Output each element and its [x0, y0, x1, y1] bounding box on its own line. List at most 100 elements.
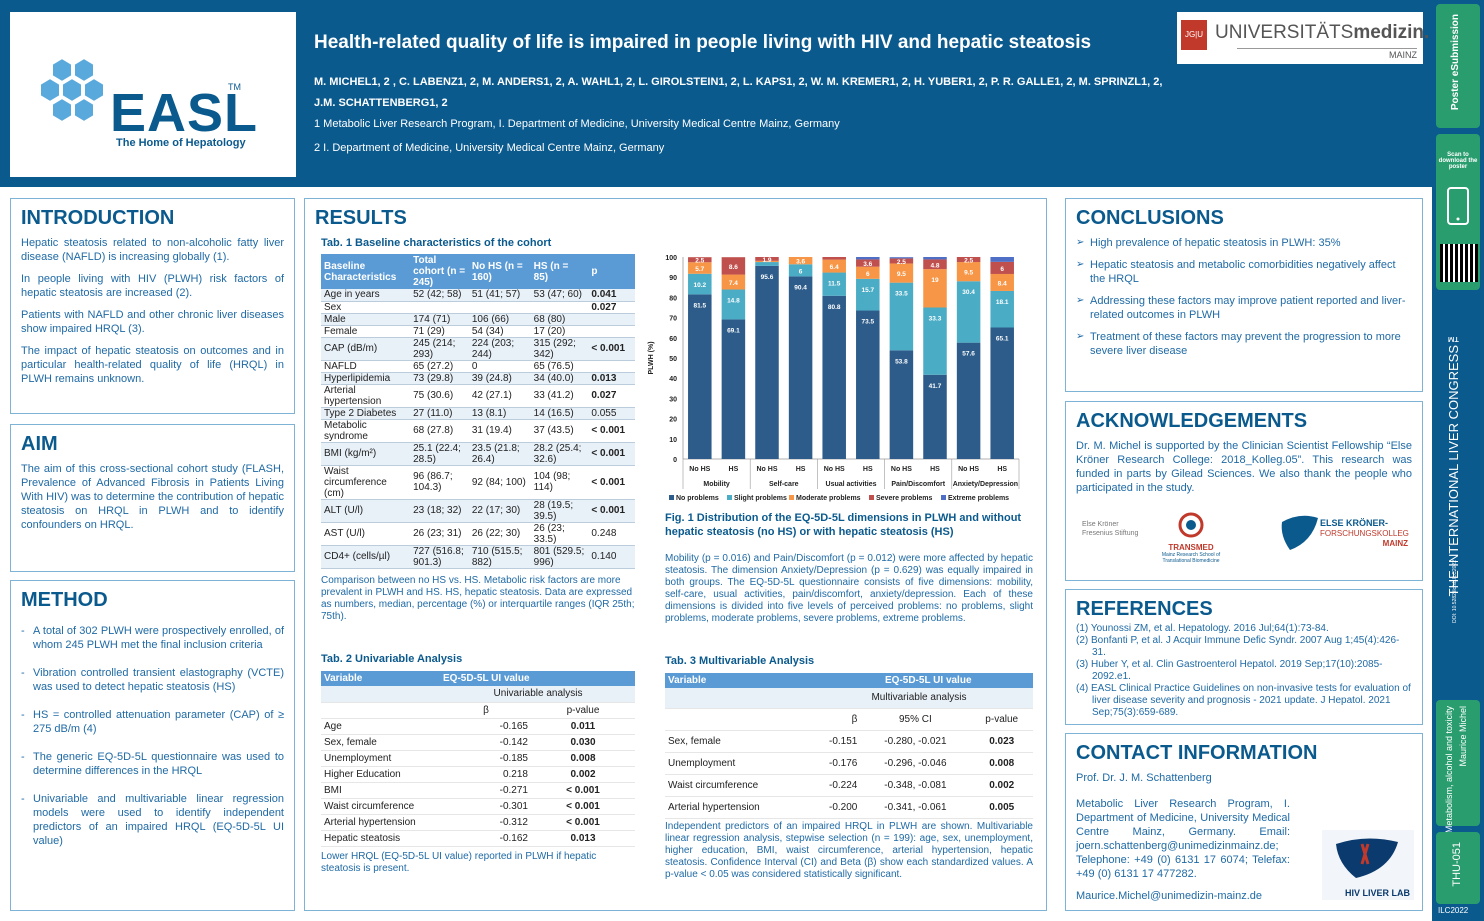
table-cell: 28.2 (25.4; 32.6) — [530, 442, 589, 466]
group-label: Anxiety/Depression — [953, 481, 1018, 488]
y-tick-label: 30 — [669, 396, 677, 403]
table-cell: Metabolic syndrome — [321, 419, 411, 443]
legend-swatch — [727, 495, 732, 500]
bar-segment — [990, 273, 1014, 291]
table-row: Unemployment -0.185 0.008 — [321, 750, 635, 767]
table-cell: 51 (41; 57) — [468, 289, 531, 302]
bar-segment — [923, 259, 947, 270]
table-cell: 14 (16.5) — [530, 407, 589, 420]
table-cell — [530, 301, 589, 314]
table-cell: -0.301 — [441, 798, 531, 815]
table-cell: 25.1 (22.4; 28.5) — [410, 442, 469, 466]
table-cell: 0.013 — [588, 372, 635, 385]
legend-label: No problems — [676, 495, 719, 502]
bar-segment — [788, 264, 813, 277]
table-cell: 174 (71) — [410, 313, 469, 326]
efks-logo: Else Kröner Fresenius Stiftung — [1082, 521, 1139, 537]
table-cell: 23 (18; 32) — [410, 499, 469, 523]
p-header: p-value — [531, 702, 635, 719]
poster-esubmission-tab: Poster eSubmission — [1436, 4, 1480, 128]
easl-tagline: The Home of Hepatology — [116, 137, 246, 149]
table-1-block: Tab. 1 Baseline characteristics of the c… — [321, 237, 635, 623]
table-cell: Sex, female — [321, 734, 441, 751]
table-cell: Arterial hypertension — [321, 814, 441, 831]
table-cell: -0.165 — [441, 718, 531, 735]
bar-segment — [856, 259, 880, 267]
bar-segment — [990, 327, 1014, 459]
y-tick-label: 60 — [669, 336, 677, 343]
table-cell: 75 (30.6) — [410, 384, 469, 408]
contact-heading: CONTACT INFORMATION — [1076, 742, 1318, 764]
bar-segment — [755, 257, 779, 261]
transmed-sub: Mainz Research School of Translational B… — [1161, 552, 1221, 564]
data-label: 15.7 — [861, 287, 874, 294]
table-cell: AST (U/l) — [321, 522, 411, 546]
data-label: 7.4 — [729, 280, 738, 287]
table-cell: 0.140 — [588, 545, 635, 569]
bar-segment — [822, 272, 846, 296]
table-cell: 53 (47; 60) — [530, 289, 589, 302]
easl-logo: EASL TM The Home of Hepatology — [10, 12, 296, 177]
x-tick-label: No HS — [824, 466, 845, 473]
ekfk-line-b: FORSCHUNGSKOLLEG — [1320, 529, 1409, 538]
acknowledgements-panel: ACKNOWLEDGEMENTS Dr. M. Michel is suppor… — [1065, 401, 1423, 581]
table-row: Arterial hypertension -0.200 -0.341, -0.06… — [665, 796, 1033, 819]
data-label: 10.2 — [693, 282, 706, 289]
table-row: CD4+ (cells/µl) 727 (516.8; 901.3) 710 (51… — [321, 545, 635, 569]
table-cell — [588, 313, 635, 326]
references-heading: REFERENCES — [1076, 598, 1213, 620]
table-1-note: Comparison between no HS vs. HS. Metabol… — [321, 574, 635, 622]
method-heading: METHOD — [21, 589, 108, 611]
hiv-liver-lab-text: HIV LIVER LAB — [1344, 888, 1410, 898]
qr-code-icon[interactable] — [1440, 244, 1478, 282]
university-logo: JG|U UNIVERSITÄTSmedizin. MAINZ — [1177, 12, 1429, 64]
data-label: 3.6 — [796, 259, 805, 266]
data-label: 6 — [866, 271, 870, 278]
table-header-cell: Variable — [665, 673, 805, 688]
table-row: Higher Education 0.218 0.002 — [321, 766, 635, 783]
data-label: 2.5 — [964, 258, 973, 265]
authors-line-2: J.M. SCHATTENBERG1, 2 — [314, 97, 448, 109]
bar-segment — [889, 257, 914, 259]
uni-name-a: UNIVERSITÄTS — [1215, 22, 1354, 43]
transmed-name: TRANSMED — [1168, 543, 1214, 552]
table-cell: NAFLD — [321, 360, 411, 373]
code-tab: THU-051 — [1436, 832, 1480, 904]
right-sidebar: Poster eSubmission Scan to download the … — [1432, 0, 1484, 921]
table-cell: -0.151 — [805, 730, 861, 753]
y-axis-label: PLWH (%) — [648, 341, 655, 374]
table-cell — [588, 360, 635, 373]
table-header-cell: HS (n = 85) — [530, 254, 589, 289]
table-row: Arterial hypertension -0.312 < 0.001 — [321, 814, 635, 831]
data-label: 19 — [931, 277, 939, 284]
authors: M. MICHEL1, 2 , C. LABENZ1, 2, M. ANDERS… — [314, 72, 1164, 114]
table-cell: 104 (98; 114) — [530, 465, 589, 500]
table-cell: 0.008 — [970, 752, 1033, 775]
data-label: 1.9 — [762, 257, 771, 264]
phone-icon — [1447, 187, 1469, 225]
uni-name-b: medizin. — [1353, 22, 1430, 43]
table-cell: Arterial hypertension — [321, 384, 411, 408]
legend-label: Severe problems — [876, 495, 933, 502]
data-label: 2.5 — [695, 258, 704, 265]
multivariable-table: Variable EQ-5D-5L UI value Multivariable… — [665, 673, 1033, 819]
table-cell: Type 2 Diabetes — [321, 407, 411, 420]
table-cell: 0.011 — [531, 718, 635, 735]
results-heading: RESULTS — [315, 207, 407, 229]
table-cell: -0.312 — [441, 814, 531, 831]
bar-segment — [688, 257, 712, 263]
data-label: 69.1 — [727, 327, 740, 334]
x-tick-label: HS — [930, 466, 940, 473]
liver-ribbon-icon — [1336, 838, 1398, 878]
table-cell: -0.341, -0.061 — [860, 796, 971, 819]
table-row: CAP (dB/m) 245 (214; 293) 224 (203; 244) 31… — [321, 337, 635, 361]
data-label: 95.6 — [761, 274, 774, 281]
scan-text: Scan to download the poster — [1438, 152, 1478, 170]
intro-paragraph: The impact of hepatic steatosis on outco… — [21, 345, 284, 385]
bar-segment — [956, 281, 981, 343]
bar-segment — [721, 289, 746, 320]
table-row: Age -0.165 0.011 — [321, 718, 635, 735]
bar-segment — [923, 269, 947, 308]
table-cell: BMI (kg/m²) — [321, 442, 411, 466]
bar-segment — [990, 257, 1014, 262]
